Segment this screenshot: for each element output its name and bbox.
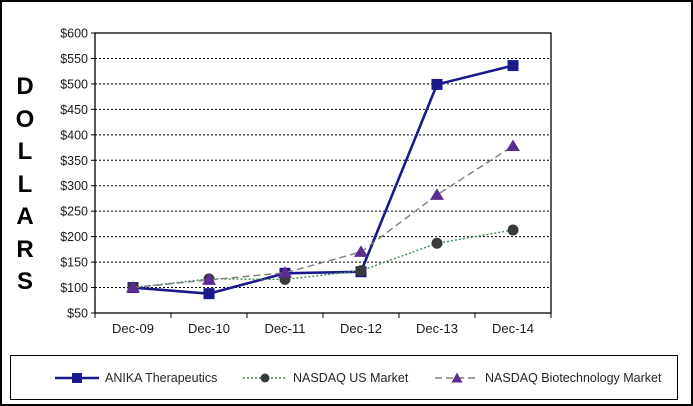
y-tick-label-400: $400 [60, 128, 88, 142]
triangle-marker-icon [506, 139, 520, 152]
x-tick-label-Dec-13: Dec-13 [416, 321, 458, 336]
y-axis-title-letter: L [17, 170, 33, 198]
y-tick-label-150: $150 [60, 256, 88, 270]
legend-label: NASDAQ US Market [293, 370, 409, 385]
y-tick-label-50: $50 [67, 307, 88, 321]
y-tick-label-300: $300 [60, 179, 88, 193]
x-tick-label-Dec-12: Dec-12 [340, 321, 382, 336]
y-axis-title-letter: O [15, 105, 35, 133]
y-axis-title-letter: L [17, 138, 33, 165]
legend-entry-nasdaq-biotech: NASDAQ Biotechnology Market [435, 356, 661, 399]
y-tick-label-350: $350 [60, 154, 88, 168]
series-line-0 [132, 64, 514, 295]
series-line-2 [132, 145, 514, 289]
y-axis-title-letter: R [16, 235, 34, 263]
y-tick-label-500: $500 [60, 77, 88, 91]
triangle-marker-icon [354, 245, 368, 257]
y-tick-label-550: $550 [60, 52, 88, 66]
y-axis-title-letter: S [16, 268, 33, 295]
triangle-marker-icon [278, 266, 292, 278]
y-axis-title-letter: D [16, 73, 34, 100]
circle-marker-icon [260, 373, 270, 382]
x-tick-label-Dec-11: Dec-11 [265, 321, 306, 336]
series-line-1 [132, 229, 514, 289]
circle-marker-icon [507, 224, 519, 236]
y-tick-label-450: $450 [60, 103, 88, 117]
legend-swatch-nasdaq-biotech [435, 372, 479, 382]
legend-swatch-anika [55, 372, 99, 383]
x-tick-label-Dec-14: Dec-14 [492, 321, 534, 336]
x-tick-label-Dec-09: Dec-09 [112, 321, 154, 336]
plot-border [94, 32, 552, 314]
legend-entry-nasdaq-us: NASDAQ US Market [243, 356, 408, 399]
triangle-marker-icon [202, 273, 216, 285]
circle-marker-icon [355, 265, 367, 277]
x-tick-label-Dec-10: Dec-10 [188, 321, 230, 336]
legend-label: ANIKA Therapeutics [105, 370, 218, 385]
y-tick-label-200: $200 [60, 230, 88, 244]
y-tick-label-600: $600 [60, 27, 88, 41]
square-marker-icon [72, 372, 82, 383]
square-marker-icon [203, 288, 215, 300]
triangle-marker-icon [126, 281, 140, 293]
square-marker-icon [507, 60, 519, 72]
circle-marker-icon [431, 237, 443, 249]
y-axis-title-letter: A [16, 203, 34, 230]
legend: ANIKA Therapeutics NASDAQ US Market NASD… [10, 355, 678, 400]
triangle-marker-icon [430, 188, 444, 200]
chart-plot-area: $600 $550 $500 $450 $400 $350 $300 $250 $200 $150… [60, 27, 552, 336]
triangle-marker-icon [451, 372, 463, 382]
legend-swatch-nasdaq-us [243, 373, 287, 382]
legend-label: NASDAQ Biotechnology Market [485, 370, 662, 385]
y-tick-label-100: $100 [60, 281, 88, 295]
square-marker-icon [431, 78, 443, 90]
legend-entry-anika: ANIKA Therapeutics [55, 356, 217, 399]
y-tick-label-250: $250 [60, 205, 88, 219]
